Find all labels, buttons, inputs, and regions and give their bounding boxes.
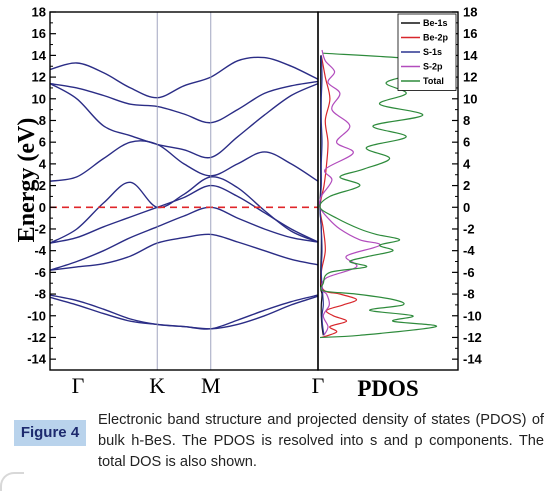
band-line-9 — [49, 80, 319, 124]
band-line-8 — [49, 82, 319, 159]
band-line-7 — [49, 140, 319, 182]
legend-entry-be-2p: Be-2p — [423, 33, 449, 43]
right-tick-label: 0 — [463, 200, 470, 215]
kpoint-divider-lines — [156, 12, 212, 370]
right-tick-label: -14 — [463, 352, 483, 367]
left-tick-label: 10 — [32, 91, 46, 106]
band-line-4 — [49, 206, 319, 271]
left-tick-label: 6 — [39, 135, 46, 150]
legend-entry-be-1s: Be-1s — [423, 18, 448, 28]
pdos-line-s-2p — [318, 49, 381, 336]
left-tick-label: 16 — [32, 26, 46, 41]
corner-decoration — [0, 472, 24, 491]
pdos-lines — [318, 49, 440, 339]
pdos-panel: 18 16 14 12 10 8 6 4 2 0 -2 -4 -6 -8 -10 -12 -14 PDOS Be… — [317, 5, 483, 401]
figure-canvas: Energy (eV) 18 16 14 12 10 8 6 4 2 0 -2 -4 -6 -8 -10 -1… — [14, 5, 483, 402]
kpoint-label-1: Γ — [72, 373, 85, 398]
left-y-ticks: 18 16 14 12 10 8 6 4 2 0 -2 -4 -6 -8 -10 -12 -14 — [27, 5, 56, 371]
kpoint-label-4: Γ — [312, 373, 325, 398]
kpoint-label-3: M — [201, 373, 221, 398]
right-tick-label: -12 — [463, 330, 482, 345]
right-tick-label: 10 — [463, 91, 477, 106]
y-axis-label: Energy (eV) — [14, 118, 40, 243]
left-tick-label: -10 — [27, 308, 46, 323]
caption-tag: Figure 4 — [14, 420, 86, 446]
band-line-3 — [49, 233, 319, 271]
right-tick-label: -4 — [463, 243, 475, 258]
right-tick-label: 2 — [463, 178, 470, 193]
pdos-line-s-1s — [319, 55, 325, 336]
band-lines — [49, 56, 319, 330]
left-tick-label: -6 — [34, 265, 46, 280]
figure-caption: Figure 4 Electronic band structure and p… — [14, 410, 544, 476]
left-tick-label: 0 — [39, 200, 46, 215]
right-tick-label: 16 — [463, 26, 477, 41]
right-tick-label: -10 — [463, 308, 482, 323]
pdos-line-total — [319, 52, 440, 339]
band-line-1 — [49, 295, 319, 330]
band-line-2 — [49, 294, 319, 330]
pdos-panel-frame — [317, 11, 459, 371]
right-tick-label: 6 — [463, 135, 470, 150]
kpoint-label-2: K — [149, 373, 165, 398]
right-tick-label: -6 — [463, 265, 475, 280]
left-tick-label: -2 — [34, 221, 46, 236]
left-tick-label: 14 — [32, 48, 47, 63]
band-line-6 — [49, 176, 319, 244]
right-tick-label: 12 — [463, 70, 477, 85]
left-tick-label: 4 — [39, 156, 47, 171]
right-tick-label: -2 — [463, 221, 475, 236]
band-panel: 18 16 14 12 10 8 6 4 2 0 -2 -4 -6 -8 -10 -12 -14 Γ K M Γ — [27, 5, 324, 399]
right-tick-label: 18 — [463, 5, 477, 20]
right-tick-label: 14 — [463, 48, 478, 63]
caption-text: Electronic band structure and projected … — [98, 412, 544, 470]
legend-entry-total: Total — [423, 76, 444, 86]
left-tick-label: 2 — [39, 178, 46, 193]
left-tick-label: 18 — [32, 5, 46, 20]
right-tick-label: 8 — [463, 113, 470, 128]
band-line-10 — [49, 56, 319, 99]
left-tick-label: -8 — [34, 287, 46, 302]
pdos-axis-label: PDOS — [357, 376, 418, 401]
left-tick-label: -4 — [34, 243, 46, 258]
legend-entry-s-2p: S-2p — [423, 62, 443, 72]
right-tick-label: 4 — [463, 156, 471, 171]
left-tick-label: -14 — [27, 352, 47, 367]
left-tick-label: 8 — [39, 113, 46, 128]
legend-entry-s-1s: S-1s — [423, 47, 442, 57]
right-tick-label: -8 — [463, 287, 475, 302]
right-y-ticks: 18 16 14 12 10 8 6 4 2 0 -2 -4 -6 -8 -10 -12 -14 — [452, 5, 483, 371]
left-tick-label: 12 — [32, 70, 46, 85]
band-panel-frame — [49, 11, 319, 371]
legend: Be-1s Be-2p S-1s S-2p Total — [397, 13, 457, 91]
left-tick-label: -12 — [27, 330, 46, 345]
